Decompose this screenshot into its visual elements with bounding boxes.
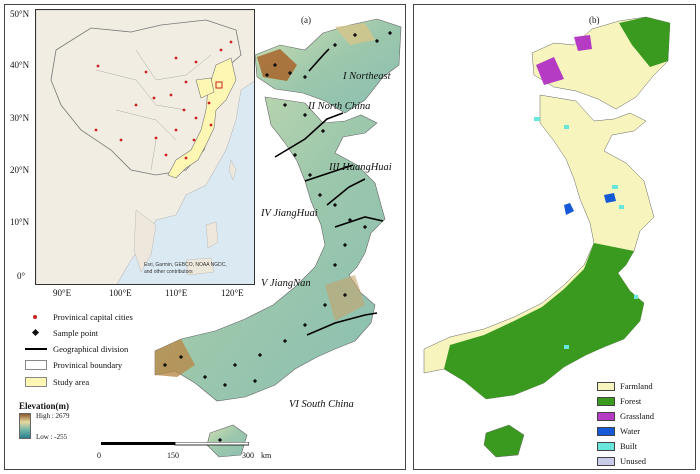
lon-label: 90°E — [53, 288, 72, 298]
sample-point-mark — [320, 128, 326, 134]
water-swatch-icon — [597, 426, 615, 436]
legend-label: Geographical division — [53, 344, 129, 354]
panel-a-label: (a) — [301, 15, 311, 25]
legend-farmland: Farmland — [597, 381, 653, 391]
legend-label: Built — [620, 441, 638, 451]
legend-division-line: Geographical division — [25, 344, 128, 354]
unused-swatch-icon — [597, 456, 615, 466]
panel-elevation-map: (a) 50°N 40°N 30°N 20°N 10°N 0° — [4, 4, 406, 470]
legend-water: Water — [597, 426, 640, 436]
scale-tick: 300 — [242, 451, 254, 460]
scale-tick: 150 — [167, 451, 179, 460]
sample-point-mark — [347, 217, 353, 223]
lon-label: 120°E — [221, 288, 244, 298]
forest-swatch-icon — [597, 396, 615, 406]
built-swatch-icon — [597, 441, 615, 451]
land-use-map-graphic — [423, 16, 671, 458]
sample-point-mark — [332, 202, 338, 208]
sample-point-mark — [222, 382, 228, 388]
scale-bar — [101, 442, 249, 446]
yellow-box-icon — [25, 377, 47, 387]
elevation-low-label: Low : -255 — [36, 433, 68, 441]
legend-label: Grassland — [620, 411, 654, 421]
elevation-color-ramp — [19, 413, 31, 439]
legend-label: Study area — [53, 377, 90, 387]
lat-label: 20°N — [10, 165, 30, 175]
sample-point-mark — [322, 302, 328, 308]
lat-label: 50°N — [10, 9, 30, 19]
inset-overview-map: Esri, Garmin, GEBCO, NOAA NGDC, and othe… — [35, 9, 255, 285]
sample-point-mark — [202, 374, 208, 380]
sample-point-mark — [178, 354, 184, 360]
panel-land-use-map: (b) Farmland Forest Grassland Wa — [413, 4, 696, 470]
black-line-icon — [25, 344, 47, 354]
inset-map-graphic — [36, 10, 254, 284]
sample-point-mark — [302, 322, 308, 328]
legend-forest: Forest — [597, 396, 641, 406]
legend-study-area: Study area — [25, 377, 89, 387]
scale-tick: 0 — [97, 451, 101, 460]
sample-point-mark — [317, 192, 323, 198]
elevation-high-label: High : 2679 — [36, 412, 70, 420]
legend-label: Provinical capital cities — [53, 312, 133, 322]
elevation-legend-title: Elevation(m) — [19, 401, 69, 411]
legend-unused: Unused — [597, 456, 646, 466]
sample-point-mark — [162, 362, 168, 368]
legend-sample-point: Sample point — [25, 328, 98, 338]
sample-point-mark — [362, 224, 368, 230]
sample-point-mark — [292, 152, 298, 158]
sample-point-mark — [307, 172, 313, 178]
legend-label: Water — [620, 426, 641, 436]
panel-b-label: (b) — [589, 15, 600, 25]
red-dot-icon — [25, 312, 47, 322]
map-credit: and other contributors — [144, 269, 193, 275]
legend-provincial-boundary: Provinical boundary — [25, 360, 122, 370]
map-credit: Esri, Garmin, GEBCO, NOAA NGDC, — [144, 262, 227, 268]
grassland-swatch-icon — [597, 411, 615, 421]
region-label-jiangnan: V JiangNan — [261, 278, 311, 289]
legend-label: Provinical boundary — [53, 360, 123, 370]
legend-grassland: Grassland — [597, 411, 654, 421]
lat-label: 30°N — [10, 113, 30, 123]
sample-point-mark — [282, 338, 288, 344]
farmland-swatch-icon — [597, 381, 615, 391]
legend-built: Built — [597, 441, 637, 451]
black-diamond-icon — [25, 328, 47, 338]
sample-point-mark — [217, 437, 223, 443]
legend-label: Forest — [620, 396, 642, 406]
elevation-map-graphic — [154, 18, 402, 458]
lon-label: 110°E — [165, 288, 188, 298]
region-label-northeast: I Northeast — [343, 71, 391, 82]
region-label-north-china: II North China — [308, 101, 371, 112]
sample-point-mark — [342, 242, 348, 248]
white-box-icon — [25, 360, 47, 370]
sample-point-mark — [332, 262, 338, 268]
legend-label: Sample point — [53, 328, 99, 338]
region-label-huanghuai: III HuangHuai — [329, 162, 392, 173]
region-label-south-china: VI South China — [289, 399, 354, 410]
lat-label: 10°N — [10, 217, 30, 227]
lon-label: 100°E — [109, 288, 132, 298]
sample-point-mark — [232, 362, 238, 368]
legend-label: Unused — [620, 456, 646, 466]
region-label-jianghuai: IV JiangHuai — [261, 208, 318, 219]
legend-label: Farmland — [620, 381, 653, 391]
scale-unit: km — [261, 451, 272, 460]
lat-label: 40°N — [10, 60, 30, 70]
lat-label: 0° — [17, 271, 26, 281]
sample-point-mark — [342, 292, 348, 298]
legend-capital-cities: Provinical capital cities — [25, 312, 133, 322]
